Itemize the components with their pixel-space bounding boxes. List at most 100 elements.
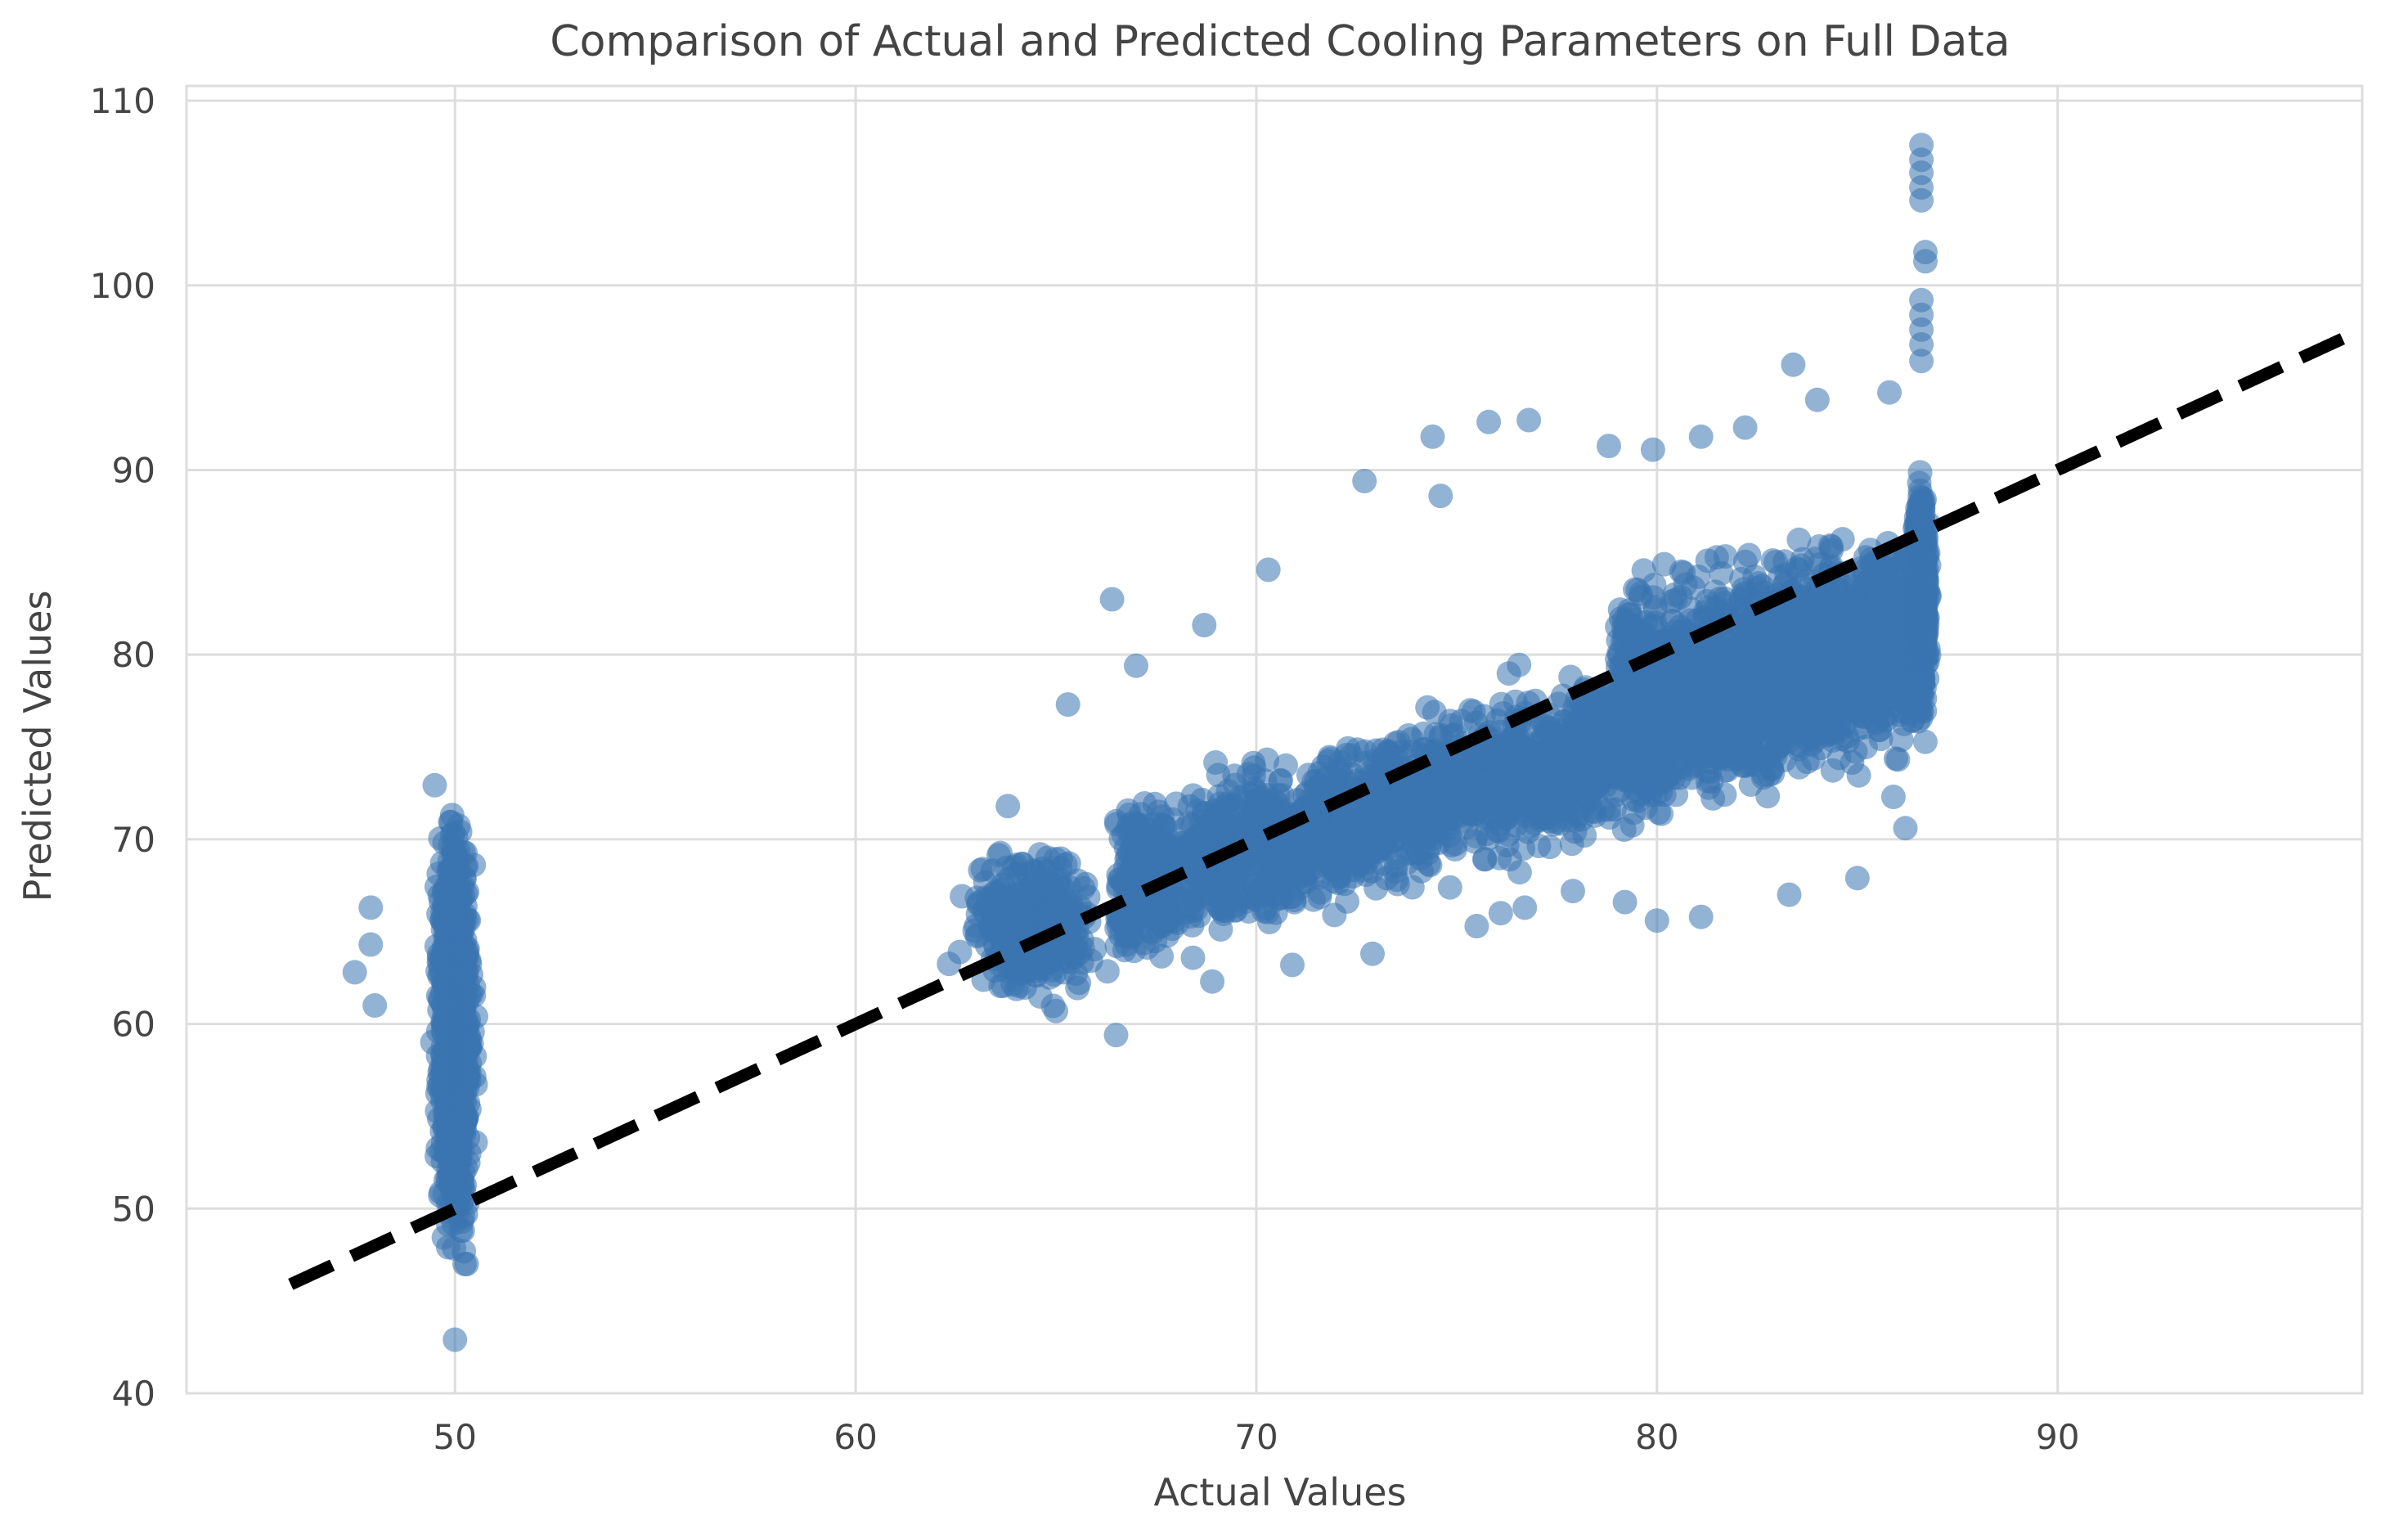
data-point — [1535, 805, 1561, 830]
data-point — [1889, 727, 1914, 753]
data-point — [1466, 790, 1491, 816]
data-point — [1526, 834, 1552, 858]
data-point — [454, 1252, 479, 1276]
data-point — [1257, 910, 1283, 934]
data-point — [1487, 845, 1512, 870]
data-point — [1248, 843, 1274, 868]
data-points — [342, 133, 1942, 1352]
data-point — [1476, 745, 1502, 771]
data-point — [1350, 857, 1376, 883]
data-point — [1036, 893, 1062, 919]
data-point — [1819, 534, 1844, 560]
data-point — [439, 823, 465, 848]
data-point — [1545, 755, 1570, 780]
data-point — [1070, 935, 1095, 960]
data-point — [1629, 584, 1654, 610]
data-point — [1496, 661, 1521, 686]
data-point — [1208, 917, 1233, 942]
data-point — [1180, 945, 1206, 970]
data-point — [1265, 796, 1291, 821]
data-point — [452, 865, 477, 890]
data-point — [1461, 699, 1486, 724]
data-point — [1310, 816, 1335, 841]
data-point — [444, 1182, 469, 1208]
data-point — [1130, 841, 1155, 866]
data-point — [1027, 983, 1053, 1009]
data-point — [1507, 860, 1532, 885]
data-point — [1132, 791, 1157, 816]
data-point — [1177, 839, 1202, 864]
data-point — [1643, 782, 1669, 807]
data-point — [1205, 874, 1230, 899]
data-point — [980, 916, 1005, 942]
data-point — [970, 857, 995, 882]
data-point — [1473, 769, 1498, 794]
data-point — [1176, 811, 1202, 836]
data-point — [1437, 875, 1462, 900]
data-point — [443, 1083, 469, 1109]
data-point — [1345, 737, 1370, 763]
data-point — [1292, 783, 1318, 808]
data-point — [1282, 888, 1307, 912]
data-point — [1154, 892, 1179, 917]
data-point — [1016, 861, 1041, 887]
data-point — [422, 772, 447, 798]
data-point — [431, 1225, 456, 1250]
data-point — [1515, 749, 1540, 774]
data-point — [1649, 734, 1674, 759]
data-point — [446, 1016, 470, 1041]
data-point — [1355, 832, 1381, 857]
data-point — [1322, 902, 1347, 928]
data-point — [1149, 943, 1175, 969]
data-point — [1817, 722, 1842, 747]
grid-lines — [186, 86, 2362, 1395]
data-point — [1073, 871, 1098, 897]
data-point — [1426, 809, 1452, 834]
chart-title: Comparison of Actual and Predicted Cooli… — [550, 17, 2010, 66]
data-point — [1415, 695, 1440, 720]
data-point — [988, 897, 1013, 922]
data-point — [1402, 821, 1427, 846]
data-point — [1269, 847, 1294, 872]
plot-area — [185, 84, 2364, 1395]
data-point — [1374, 812, 1399, 837]
data-point — [1058, 888, 1084, 914]
data-point — [1314, 838, 1339, 862]
data-point — [1806, 650, 1831, 676]
data-point — [1199, 825, 1224, 850]
data-point — [447, 1046, 473, 1071]
data-point — [1676, 689, 1701, 714]
data-point — [1307, 865, 1332, 890]
data-point — [1394, 851, 1419, 876]
data-point — [1575, 763, 1601, 789]
data-point — [1206, 784, 1232, 809]
data-point — [964, 885, 990, 911]
data-point — [1005, 883, 1031, 908]
data-point — [1094, 959, 1120, 984]
data-point — [1732, 549, 1758, 574]
data-point — [1572, 823, 1597, 848]
data-point — [442, 940, 467, 965]
data-point — [1788, 680, 1813, 705]
data-point — [1611, 619, 1637, 645]
data-point — [1607, 712, 1633, 737]
data-point — [1820, 758, 1845, 783]
plot-frame — [185, 84, 2364, 1395]
data-point — [1714, 704, 1740, 730]
data-point — [1242, 755, 1267, 780]
data-point — [1513, 803, 1539, 829]
data-point — [432, 879, 457, 904]
data-point — [1130, 812, 1155, 838]
data-point — [1307, 761, 1332, 785]
data-point — [1372, 788, 1398, 813]
data-point — [441, 902, 466, 927]
data-point — [1001, 944, 1026, 969]
data-point — [1597, 797, 1622, 822]
data-point — [445, 1128, 470, 1154]
data-point — [1853, 735, 1878, 760]
data-point — [1621, 800, 1647, 825]
data-point — [1842, 697, 1867, 722]
data-point — [444, 844, 469, 869]
data-point — [1786, 527, 1812, 552]
